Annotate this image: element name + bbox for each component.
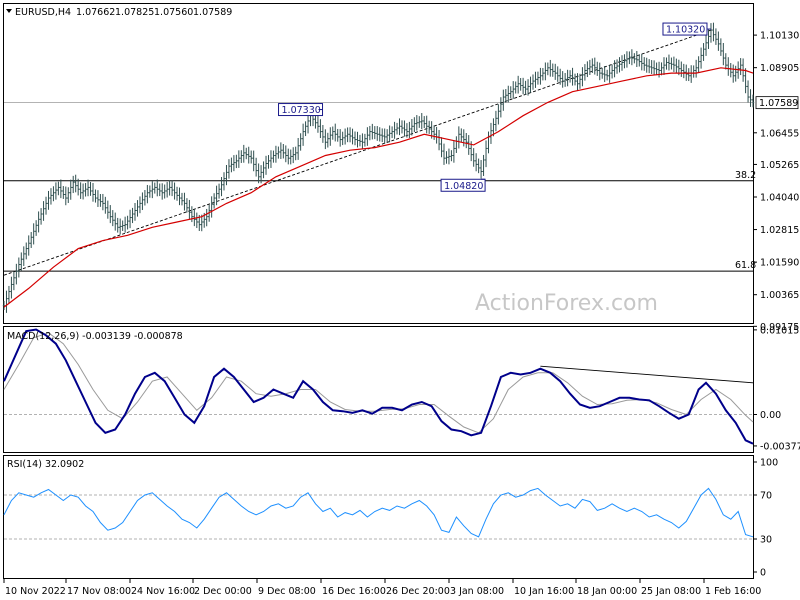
macd-label: MACD(12,26,9) -0.003139 -0.000878: [7, 331, 183, 342]
symbol-header: EURUSD,H4 1.07662 1.07825 1.07560 1.0758…: [6, 7, 232, 18]
price-y-tick-label: 1.02815: [760, 225, 799, 236]
price-annotation: 1.04820: [440, 178, 486, 192]
x-tick-label: 16 Dec 16:00: [322, 586, 386, 597]
price-y-tick-label: 0.99175: [760, 322, 799, 333]
price-y-tick-label: 1.10130: [760, 31, 799, 42]
x-tick-label: 10 Nov 2022: [5, 586, 66, 597]
x-tick-label: 26 Dec 20:00: [386, 586, 450, 597]
price-y-tick-label: 1.08905: [760, 63, 799, 74]
moving-average-line: [3, 67, 754, 308]
macd-y-tick-label: 0.010155: [760, 325, 800, 336]
x-tick-label: 10 Jan 16:00: [514, 586, 574, 597]
annotation-label: 1.07330: [282, 105, 321, 116]
macd-panel-frame: [3, 326, 754, 453]
x-tick-label: 2 Dec 00:00: [194, 586, 252, 597]
x-tick-label: 3 Jan 08:00: [450, 586, 504, 597]
rsi-panel-frame: [3, 455, 754, 579]
annotation-label: 1.04820: [444, 181, 483, 192]
annotation-label: 1.10320: [666, 25, 705, 36]
price-y-tick-label: 1.06455: [760, 128, 799, 139]
price-y-tick-label: 1.04040: [760, 192, 799, 203]
rsi-y-tick-label: 100: [760, 458, 778, 469]
rsi-y-tick-label: 30: [760, 535, 772, 546]
symbol-name: EURUSD,H4: [15, 7, 71, 18]
fib-level-label: 61.8: [735, 260, 756, 271]
watermark: ActionForex.com: [475, 291, 658, 316]
x-tick-label: 17 Nov 08:00: [67, 586, 131, 597]
ohlc-open: 1.07662: [76, 7, 115, 18]
rsi-y-tick-label: 0: [760, 568, 766, 579]
rsi-label: RSI(14) 32.0902: [7, 459, 84, 470]
x-tick-label: 18 Jan 00:00: [577, 586, 637, 597]
price-y-tick-label: 1.00365: [760, 290, 799, 301]
price-annotation: 1.10320: [662, 22, 711, 36]
ohlc-high: 1.07825: [115, 7, 154, 18]
current-price-box: [755, 96, 799, 110]
current-price-label: 1.07589: [759, 98, 798, 109]
ohlc-low: 1.07560: [154, 7, 193, 18]
x-tick-label: 25 Jan 08:00: [641, 586, 701, 597]
fib-level-label: 38.2: [735, 170, 756, 181]
x-tick-label: 9 Dec 08:00: [258, 586, 316, 597]
macd-y-tick-label: 0.00: [760, 410, 781, 421]
ohlc-close: 1.07589: [193, 7, 232, 18]
price-annotation: 1.07330: [278, 103, 324, 117]
annotation-box: [440, 178, 486, 192]
rsi-y-tick-label: 70: [760, 491, 772, 502]
x-tick-label: 24 Nov 16:00: [131, 586, 195, 597]
dropdown-triangle-icon: [6, 9, 12, 13]
macd-y-tick-label: -0.003772: [760, 441, 800, 452]
price-y-tick-label: 1.05265: [760, 160, 799, 171]
rsi-line: [3, 487, 754, 538]
price-panel-frame: [3, 3, 754, 324]
price-y-tick-label: 1.01590: [760, 258, 799, 269]
x-tick-label: 1 Feb 16:00: [705, 586, 761, 597]
macd-line: [3, 328, 754, 445]
macd-signal-line: [3, 332, 754, 434]
macd-divergence-line: [540, 365, 754, 384]
